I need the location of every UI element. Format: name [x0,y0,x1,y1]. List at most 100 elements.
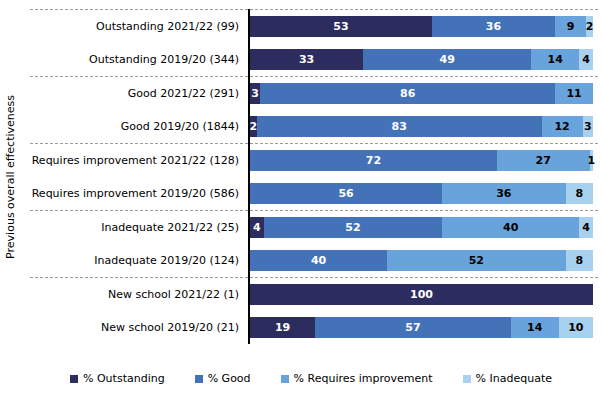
bar-segment: 33 [250,49,363,70]
bar-segment-value: 19 [275,317,290,338]
bar-segment-value: 11 [566,83,581,104]
bar-segment: 49 [363,49,531,70]
bar-segment-value: 36 [496,183,511,204]
category-label: Requires improvement 2019/20 (586) [30,187,248,200]
bar-segment: 2 [250,116,257,137]
bar-track: 4 52 40 4 [250,217,593,238]
legend-label: % Inadequate [476,372,552,385]
bar-segment: 3 [583,116,593,137]
bar-segment: 14 [511,317,559,338]
bar-track: 19 57 14 10 [250,317,593,338]
category-label: Requires improvement 2021/22 (128) [30,154,248,167]
bar-segment-value: 40 [311,250,326,271]
chart-row: Outstanding 2021/22 (99) 53 36 92 [30,10,598,43]
category-label: Good 2019/20 (1844) [30,120,248,133]
legend: % Outstanding % Good % Requires improvemen… [20,372,602,385]
legend-label: % Good [208,372,251,385]
bar-track: 56 36 8 [250,183,593,204]
bar-segment-value: 100 [410,284,433,305]
bar-segment: 9 [555,16,586,37]
plot-area: Outstanding 2021/22 (99)533692Outstandin… [30,9,598,344]
bar-segment: 3 [250,83,260,104]
bar-segment: 100 [250,284,593,305]
category-label: Good 2021/22 (291) [30,87,248,100]
legend-label: % Requires improvement [294,372,433,385]
y-axis-title-column: Previous overall effectiveness [0,0,20,353]
bar-segment-value: 8 [575,250,583,271]
bar-segment-value: 9 [567,16,575,37]
bar-segment-value: 3 [251,83,259,104]
bar-segment-value: 10 [568,317,583,338]
bar-segment: 12 [542,116,583,137]
bar-segment-value: 83 [392,116,407,137]
bar-track: 33 49 14 4 [250,49,593,70]
bar-segment-value: 3 [584,116,592,137]
bar-segment: 72 [250,150,497,171]
legend-swatch-icon [70,375,78,383]
bar-segment-value: 2 [586,16,594,37]
bar-segment: 4 [579,217,593,238]
bar-segment: 40 [250,250,387,271]
bar-track: 40 52 8 [250,250,593,271]
bar-segment-value: 14 [548,49,563,70]
bar-segment: 36 [432,16,555,37]
category-label: Outstanding 2019/20 (344) [30,53,248,66]
bar-segment: 4 [250,217,264,238]
bar-segment-value: 4 [582,49,590,70]
bar-segment-value: 27 [536,150,551,171]
category-group: Outstanding 2021/22 (99)533692Outstandin… [30,9,598,76]
bar-segment-value: 1 [587,150,595,171]
bar-segment: 2 [586,16,593,37]
bar-segment-value: 52 [469,250,484,271]
bar-segment-value: 14 [527,317,542,338]
bar-segment: 86 [260,83,555,104]
bar-segment: 8 [566,183,593,204]
bar-segment-value: 56 [338,183,353,204]
legend-label: % Outstanding [83,372,165,385]
bar-segment: 11 [555,83,593,104]
category-group: Inadequate 2021/22 (25) 4 52 40 4Inadequate … [30,210,598,277]
chart-row: Inadequate 2021/22 (25) 4 52 40 4 [30,211,598,244]
legend-item: % Good [195,372,251,385]
bar-segment: 40 [442,217,579,238]
bar-segment: 52 [387,250,565,271]
chart-row: Inadequate 2019/20 (124)40528 [30,244,598,277]
bar-segment-value: 72 [366,150,381,171]
category-label: New school 2019/20 (21) [30,321,248,334]
bar-segment: 19 [250,317,315,338]
bar-segment-value: 8 [575,183,583,204]
bar-segment-value: 52 [345,217,360,238]
bar-segment-value: 4 [582,217,590,238]
bar-segment-value: 53 [333,16,348,37]
legend-item: % Requires improvement [281,372,433,385]
legend-item: % Outstanding [70,372,165,385]
chart-row: Outstanding 2019/20 (344) 33 49 14 4 [30,43,598,76]
chart-row: New school 2019/20 (21) 19 57 14 10 [30,311,598,344]
bar-segment: 36 [442,183,565,204]
bar-segment-value: 57 [405,317,420,338]
chart-row: Requires improvement 2021/22 (128) 72 27 1 [30,144,598,177]
y-axis-title: Previous overall effectiveness [4,95,17,259]
legend-swatch-icon [195,375,203,383]
bar-segment-value: 40 [503,217,518,238]
category-group: Requires improvement 2021/22 (128)72271R… [30,143,598,210]
bar-segment: 83 [257,116,542,137]
legend-item: % Inadequate [463,372,552,385]
bar-segment: 8 [566,250,593,271]
bar-segment: 27 [497,150,590,171]
category-label: Outstanding 2021/22 (99) [30,20,248,33]
bar-segment-value: 4 [253,217,261,238]
category-label: New school 2021/22 (1) [30,288,248,301]
bar-segment-value: 33 [299,49,314,70]
chart-area: Outstanding 2021/22 (99)533692Outstandin… [20,0,602,401]
bar-segment-value: 86 [400,83,415,104]
bar-segment-value: 36 [486,16,501,37]
bar-track: 2 83 123 [250,116,593,137]
bar-segment: 4 [579,49,593,70]
bar-segment: 10 [559,317,593,338]
bar-segment: 14 [531,49,579,70]
category-group: New school 2021/22 (1) 100 New school 2019… [30,277,598,344]
category-label: Inadequate 2021/22 (25) [30,221,248,234]
chart-row: Requires improvement 2019/20 (586) 56 36 8 [30,177,598,210]
chart-row: Good 2021/22 (291)3 86 11 [30,77,598,110]
